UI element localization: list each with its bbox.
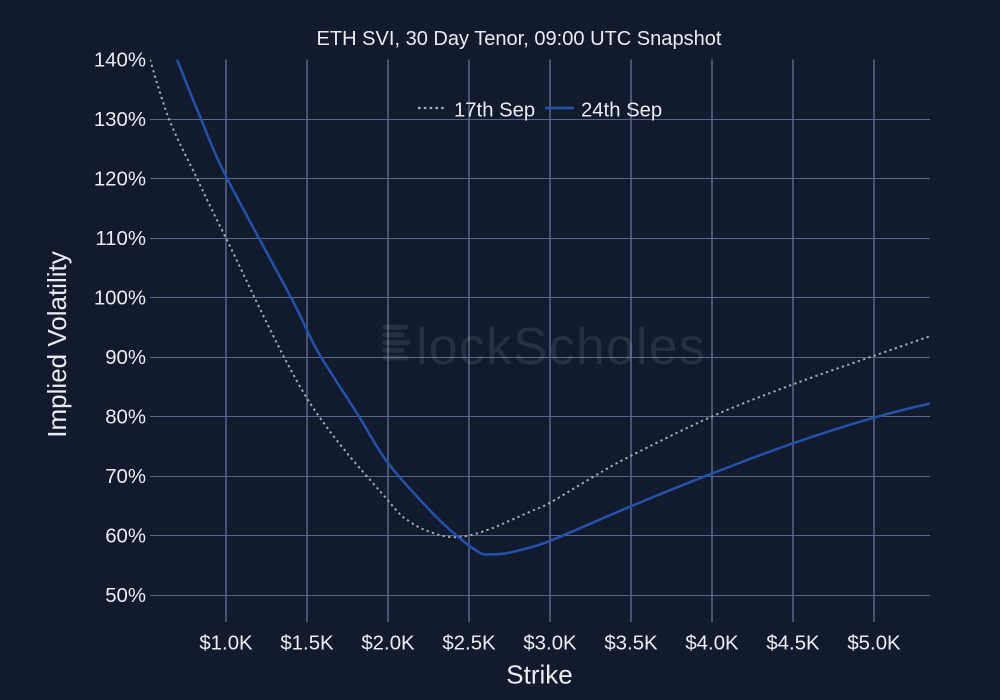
svg-text:$3.5K: $3.5K — [604, 633, 658, 655]
svg-text:90%: 90% — [105, 347, 146, 369]
svg-text:110%: 110% — [95, 228, 146, 250]
svg-text:80%: 80% — [105, 407, 146, 429]
svg-text:50%: 50% — [105, 585, 146, 607]
svg-text:130%: 130% — [94, 109, 146, 131]
svg-text:Strike: Strike — [506, 660, 572, 690]
svg-text:Implied Volatility: Implied Volatility — [42, 251, 72, 437]
svg-text:70%: 70% — [105, 466, 146, 488]
svg-text:100%: 100% — [94, 288, 146, 310]
svg-text:$3.0K: $3.0K — [523, 633, 577, 655]
svg-text:24th Sep: 24th Sep — [581, 100, 662, 122]
svg-text:$2.5K: $2.5K — [442, 633, 496, 655]
svg-text:$5.0K: $5.0K — [847, 633, 901, 655]
svg-text:17th Sep: 17th Sep — [454, 100, 535, 122]
svg-text:120%: 120% — [94, 169, 146, 191]
svg-text:140%: 140% — [94, 50, 146, 72]
svg-text:lockScholes: lockScholes — [416, 317, 706, 375]
svg-text:$4.0K: $4.0K — [685, 633, 739, 655]
svg-text:$2.0K: $2.0K — [361, 633, 415, 655]
svg-text:$4.5K: $4.5K — [766, 633, 820, 655]
svg-text:$1.0K: $1.0K — [199, 633, 253, 655]
svg-text:60%: 60% — [105, 526, 146, 548]
svg-text:$1.5K: $1.5K — [280, 633, 334, 655]
svg-text:ETH SVI, 30 Day Tenor, 09:00 U: ETH SVI, 30 Day Tenor, 09:00 UTC Snapsho… — [317, 28, 722, 50]
